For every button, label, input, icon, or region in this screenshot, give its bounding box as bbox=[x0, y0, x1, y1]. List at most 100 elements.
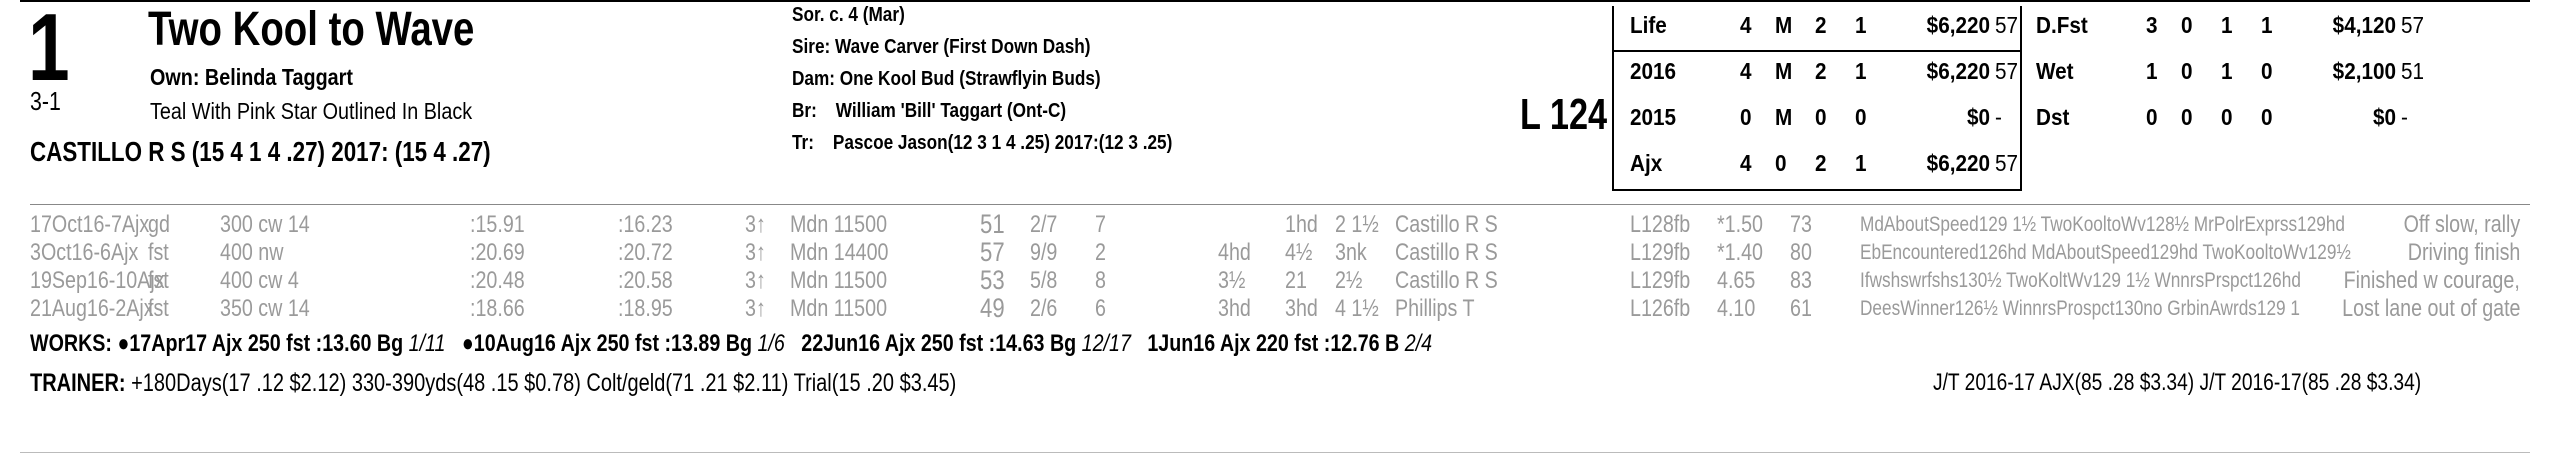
pp-row: 21Aug16-2Ajx fst 350 cw 14:18.66:18.95 3↑ Md… bbox=[0, 293, 2550, 323]
record-right-st: 1 bbox=[2146, 58, 2158, 84]
record-right-st: 0 bbox=[2146, 104, 2158, 130]
record-right-spd: - bbox=[2401, 104, 2408, 130]
pp-jockey: Castillo R S bbox=[1395, 267, 1498, 294]
record-left-label: 2015 bbox=[1630, 104, 1677, 130]
sire: Sire: Wave Carver (First Down Dash) bbox=[792, 36, 1091, 58]
pp-time1: :15.91 bbox=[470, 211, 525, 238]
dam: Dam: One Kool Bud (Strawflyin Buds) bbox=[792, 68, 1101, 90]
pp-weight: L129fb bbox=[1630, 267, 1691, 294]
record-left-earn: $0 bbox=[1966, 104, 1990, 130]
record-right-s: 1 bbox=[2261, 12, 2273, 38]
pp-row: 3Oct16-6Ajx fst 400 nw:20.69:20.72 3↑ Mdn 14… bbox=[0, 237, 2550, 267]
record-left-label: Ajx bbox=[1630, 150, 1663, 176]
pp-post: 5/8 bbox=[1030, 267, 1058, 294]
pp-speed-rating: 57 bbox=[980, 237, 1005, 267]
pp-company: MdAboutSpeed129 1½ TwoKooltoWv128½ MrPol… bbox=[1860, 213, 2346, 236]
pp-condition: fst bbox=[148, 239, 169, 266]
pp-company: DeesWinner126½ WinnrsProspct130no GrbinA… bbox=[1860, 297, 2300, 320]
pp-finish: 3nk bbox=[1335, 239, 1367, 266]
record-right-w: 0 bbox=[2181, 104, 2193, 130]
life-row-rule bbox=[1612, 50, 2022, 52]
pp-odds: *1.40 bbox=[1717, 239, 1763, 266]
pp-comment: Finished w courage, bbox=[2343, 267, 2520, 294]
sex-color: Sor. c. 4 (Mar) bbox=[792, 4, 905, 26]
record-left-p: 2 bbox=[1815, 58, 1827, 84]
pp-time2: :18.95 bbox=[618, 295, 673, 322]
bottom-rule bbox=[20, 452, 2530, 453]
pp-weight: L129fb bbox=[1630, 239, 1691, 266]
record-left-st: 0 bbox=[1740, 104, 1752, 130]
pp-start: 8 bbox=[1095, 267, 1106, 294]
pp-jockey: Phillips T bbox=[1395, 295, 1475, 322]
record-left-w: M bbox=[1775, 104, 1793, 130]
record-left-s: 1 bbox=[1855, 12, 1867, 38]
record-left-earn: $6,220 bbox=[1926, 150, 1990, 176]
pp-call1: 3hd bbox=[1218, 295, 1251, 322]
pp-call1: 4hd bbox=[1218, 239, 1251, 266]
record-left-earn: $6,220 bbox=[1926, 58, 1990, 84]
pp-condition: fst bbox=[148, 267, 169, 294]
pp-distance: 350 cw 14 bbox=[220, 295, 310, 322]
pp-race-class: Mdn 11500 bbox=[790, 211, 888, 238]
pp-race-class: Mdn 11500 bbox=[790, 295, 888, 322]
record-right-st: 3 bbox=[2146, 12, 2158, 38]
pp-odds: 4.65 bbox=[1717, 267, 1756, 294]
pp-weight: L128fb bbox=[1630, 211, 1691, 238]
pp-time1: :20.69 bbox=[470, 239, 525, 266]
record-left-label: Life bbox=[1630, 12, 1667, 38]
record-right-spd: 51 bbox=[2401, 58, 2425, 84]
pp-speed-rating: 51 bbox=[980, 209, 1005, 239]
pp-age: 3↑ bbox=[745, 267, 766, 294]
pp-condition: fst bbox=[148, 295, 169, 322]
record-left-s: 1 bbox=[1855, 58, 1867, 84]
record-right-s: 0 bbox=[2261, 104, 2273, 130]
owner: Own: Belinda Taggart bbox=[150, 64, 353, 90]
pp-speed: 61 bbox=[1790, 295, 1812, 322]
trainer-stats: TRAINER: +180Days(17 .12 $2.12) 330-390y… bbox=[30, 369, 957, 397]
pp-time1: :20.48 bbox=[470, 267, 525, 294]
record-right-w: 0 bbox=[2181, 12, 2193, 38]
silks-description: Teal With Pink Star Outlined In Black bbox=[150, 98, 473, 124]
record-right-spd: 57 bbox=[2401, 12, 2425, 38]
record-left-s: 0 bbox=[1855, 104, 1867, 130]
trainer: Tr: Pascoe Jason(12 3 1 4 .25) 2017:(12 3… bbox=[792, 132, 1173, 154]
record-right-s: 0 bbox=[2261, 58, 2273, 84]
records-box-bottom bbox=[1612, 189, 2022, 191]
pp-speed: 80 bbox=[1790, 239, 1812, 266]
pp-weight: L126fb bbox=[1630, 295, 1691, 322]
pp-race-class: Mdn 14400 bbox=[790, 239, 889, 266]
pp-company: EbEncountered126hd MdAboutSpeed129hd Two… bbox=[1860, 241, 2351, 264]
pp-top-rule bbox=[30, 204, 2530, 205]
pp-comment: Driving finish bbox=[2407, 239, 2520, 266]
pp-post: 9/9 bbox=[1030, 239, 1058, 266]
jockey-trainer-stats: J/T 2016-17 AJX(85 .28 $3.34) J/T 2016-1… bbox=[1933, 369, 2422, 396]
pp-company: Ifwshswrfshs130½ TwoKoltWv129 1½ WnnrsPr… bbox=[1860, 269, 2301, 292]
pp-odds: *1.50 bbox=[1717, 211, 1763, 238]
pp-speed: 73 bbox=[1790, 211, 1812, 238]
pp-comment: Off slow, rally bbox=[2403, 211, 2520, 238]
record-left-p: 2 bbox=[1815, 150, 1827, 176]
pp-date: 21Aug16-2Ajx bbox=[30, 295, 154, 322]
pp-time1: :18.66 bbox=[470, 295, 525, 322]
pp-jockey: Castillo R S bbox=[1395, 211, 1498, 238]
record-right-label: Wet bbox=[2036, 58, 2074, 84]
pp-call2: 4½ bbox=[1285, 239, 1313, 266]
pp-post: 2/6 bbox=[1030, 295, 1058, 322]
pp-speed-rating: 49 bbox=[980, 293, 1005, 323]
weight-assignment: L 124 bbox=[1520, 90, 1608, 139]
record-right-p: 1 bbox=[2221, 58, 2233, 84]
pp-distance: 300 cw 14 bbox=[220, 211, 310, 238]
pp-odds: 4.10 bbox=[1717, 295, 1756, 322]
record-left-spd: 57 bbox=[1995, 150, 2019, 176]
pp-age: 3↑ bbox=[745, 239, 766, 266]
record-left-s: 1 bbox=[1855, 150, 1867, 176]
record-left-w: M bbox=[1775, 12, 1793, 38]
record-left-w: 0 bbox=[1775, 150, 1787, 176]
pp-post: 2/7 bbox=[1030, 211, 1058, 238]
pp-jockey: Castillo R S bbox=[1395, 239, 1498, 266]
pp-call1: 3½ bbox=[1218, 267, 1246, 294]
pp-date: 3Oct16-6Ajx bbox=[30, 239, 139, 266]
pp-distance: 400 nw bbox=[220, 239, 284, 266]
pp-start: 2 bbox=[1095, 239, 1106, 266]
pp-call2: 1hd bbox=[1285, 211, 1318, 238]
